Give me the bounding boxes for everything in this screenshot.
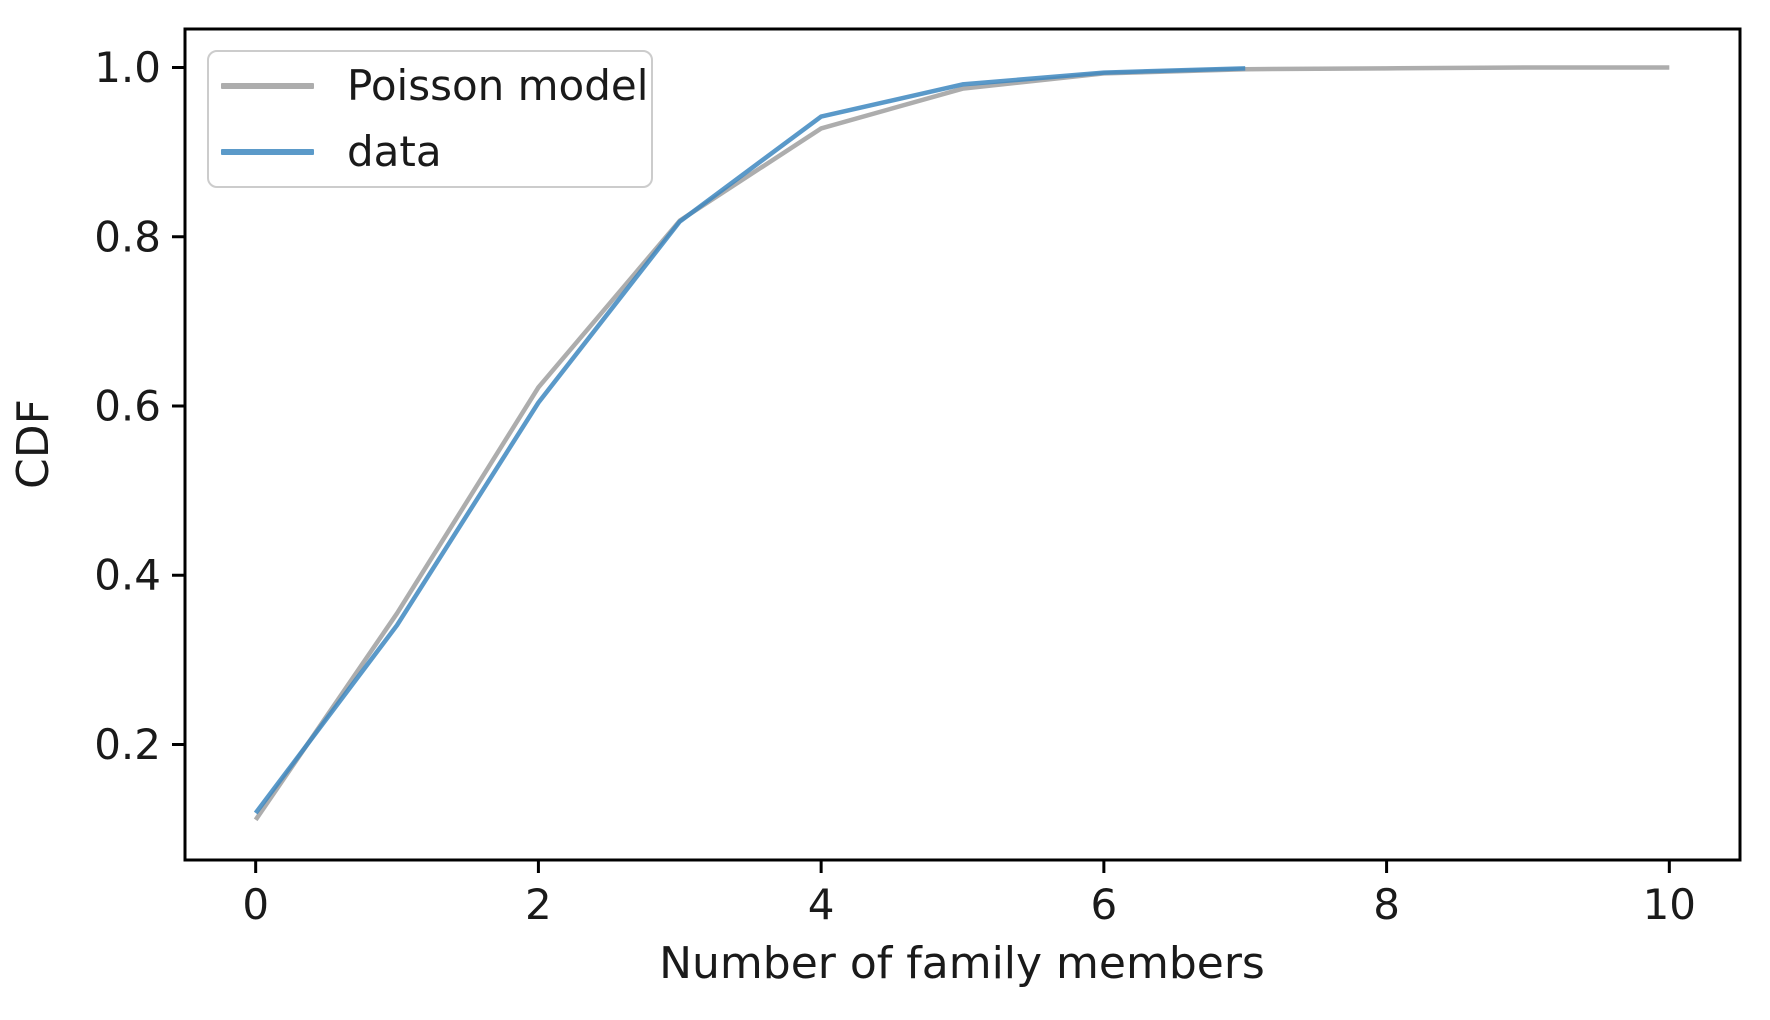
y-tick-label: 0.8: [94, 212, 161, 261]
y-axis-label: CDF: [8, 399, 59, 489]
y-tick-label: 0.2: [94, 720, 161, 769]
x-tick-label: 4: [808, 880, 835, 929]
legend: Poisson model data: [207, 50, 653, 188]
legend-row-poisson: Poisson model: [221, 60, 651, 112]
y-tick-label: 0.6: [94, 381, 161, 430]
plot-border: [183, 27, 1742, 862]
poisson-line-swatch: [221, 83, 314, 89]
tick-label-layer: 0 2 4 6 8 10 0.2 0.4 0.6 0.8 1.0: [94, 43, 1696, 929]
data-line-swatch: [221, 149, 314, 155]
x-tick-label: 2: [525, 880, 552, 929]
legend-label-data: data: [347, 127, 442, 176]
x-tick-label: 8: [1373, 880, 1400, 929]
series-line-Poisson-model: [253, 65, 1670, 822]
x-axis-label: Number of family members: [659, 938, 1265, 989]
x-tick-label: 6: [1090, 880, 1117, 929]
legend-label-poisson: Poisson model: [347, 61, 649, 110]
legend-row-data: data: [221, 126, 651, 178]
y-tick-label: 0.4: [94, 551, 161, 600]
x-tick-label: 0: [242, 880, 269, 929]
y-tick-label: 1.0: [94, 43, 161, 92]
series-line-data: [253, 66, 1246, 815]
axes-layer: [172, 27, 1742, 873]
x-tick-label: 10: [1643, 880, 1696, 929]
series-layer: [253, 65, 1670, 822]
